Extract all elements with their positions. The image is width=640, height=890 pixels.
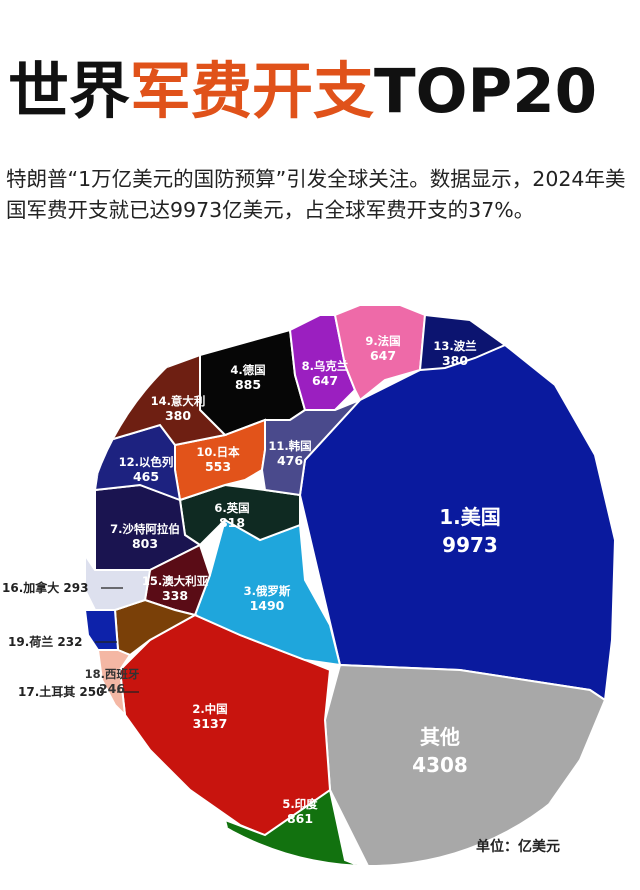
cell-label-19: 18.西班牙 bbox=[85, 667, 140, 681]
cell-14 bbox=[418, 313, 508, 372]
cell-label-4: 3.俄罗斯 bbox=[244, 584, 291, 598]
unit-label: 单位：亿美元 bbox=[476, 839, 560, 855]
cell-value-6: 861 bbox=[287, 811, 313, 826]
outside-label-18: 17.土耳其 250 bbox=[18, 684, 105, 699]
cell-10 bbox=[333, 304, 427, 402]
cell-label-13: 12.以色列 bbox=[119, 455, 174, 469]
cell-label-15: 14.意大利 bbox=[151, 394, 206, 408]
cell-label-10: 9.法国 bbox=[365, 334, 400, 348]
cell-value-9: 647 bbox=[312, 373, 338, 388]
cell-value-13: 465 bbox=[133, 469, 159, 484]
cell-value-2: 4308 bbox=[412, 753, 468, 777]
cell-value-1: 9973 bbox=[442, 533, 498, 557]
title-part-1: 世界 bbox=[8, 56, 131, 127]
cell-value-16: 338 bbox=[162, 588, 188, 603]
cell-18 bbox=[84, 551, 152, 611]
title-part-2: 军费开支 bbox=[130, 56, 375, 127]
outside-label-17: 16.加拿大 293 bbox=[2, 580, 89, 595]
cell-value-11: 553 bbox=[205, 459, 231, 474]
cell-label-16: 15.澳大利亚 bbox=[142, 574, 209, 588]
cell-value-3: 3137 bbox=[193, 716, 228, 731]
cell-label-1: 1.美国 bbox=[439, 505, 501, 529]
title-part-3: TOP20 bbox=[374, 56, 598, 127]
cell-label-7: 6.英国 bbox=[214, 501, 249, 515]
cell-label-9: 8.乌克兰 bbox=[302, 359, 349, 373]
cell-label-12: 11.韩国 bbox=[268, 439, 311, 453]
cell-value-8: 803 bbox=[132, 536, 158, 551]
cell-value-10: 647 bbox=[370, 348, 396, 363]
cell-label-11: 10.日本 bbox=[196, 445, 240, 459]
cell-20 bbox=[83, 609, 120, 651]
cell-value-7: 818 bbox=[219, 515, 245, 530]
cell-label-3: 2.中国 bbox=[192, 702, 227, 716]
cell-label-5: 4.德国 bbox=[230, 363, 265, 377]
cell-value-14: 380 bbox=[442, 353, 468, 368]
cell-value-15: 380 bbox=[165, 408, 191, 423]
description-text: 特朗普“1万亿美元的国防预算”引发全球关注。数据显示，2024年美国军费开支就已… bbox=[6, 167, 626, 222]
cell-value-4: 1490 bbox=[250, 598, 285, 613]
outside-label-20: 19.荷兰 232 bbox=[8, 634, 83, 649]
cell-value-12: 476 bbox=[277, 453, 303, 468]
page-title: 世界军费开支TOP20 bbox=[8, 52, 634, 132]
cell-12 bbox=[260, 399, 361, 497]
cell-label-2: 其他 bbox=[420, 725, 460, 749]
cell-value-5: 885 bbox=[235, 377, 261, 392]
cell-label-14: 13.波兰 bbox=[433, 339, 477, 353]
cell-label-6: 5.印度 bbox=[282, 797, 318, 811]
cell-value-19: 246 bbox=[99, 681, 125, 696]
cell-label-8: 7.沙特阿拉伯 bbox=[110, 522, 180, 536]
